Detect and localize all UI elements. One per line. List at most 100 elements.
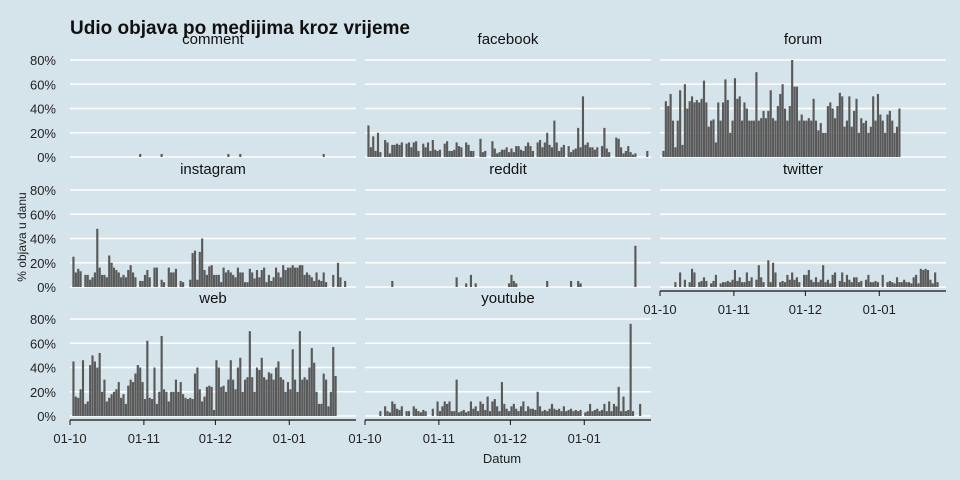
bar — [450, 411, 453, 416]
bar — [127, 270, 130, 287]
bar — [810, 120, 813, 158]
bar — [693, 272, 696, 287]
x-tick-label: 01-01 — [568, 431, 601, 446]
bar — [646, 150, 649, 157]
bar — [500, 382, 503, 416]
bar — [505, 147, 508, 157]
bar — [455, 379, 458, 417]
bar — [296, 391, 299, 416]
bar — [369, 147, 372, 157]
bar — [548, 408, 551, 416]
bar — [546, 280, 549, 287]
bar — [186, 399, 189, 416]
bar — [817, 282, 820, 287]
bar — [898, 108, 901, 157]
bar — [405, 411, 408, 416]
bar — [308, 274, 311, 288]
bar — [115, 270, 118, 287]
bar — [386, 411, 389, 416]
bar — [460, 147, 463, 157]
bar — [934, 272, 937, 287]
bar — [258, 277, 261, 287]
facet-label: comment — [182, 31, 245, 48]
bar — [591, 147, 594, 157]
bar — [917, 283, 920, 287]
bar — [384, 140, 387, 157]
bar — [584, 144, 587, 158]
bar — [936, 282, 939, 287]
bar — [407, 411, 411, 416]
bar — [719, 120, 722, 158]
bar — [301, 379, 304, 417]
bar — [850, 126, 853, 157]
bar — [879, 114, 882, 157]
bar — [120, 277, 123, 287]
bar — [317, 403, 321, 417]
bar — [91, 355, 94, 417]
y-tick-label: 20% — [30, 126, 56, 141]
bar — [455, 142, 458, 157]
bar — [748, 120, 751, 158]
bar — [767, 110, 770, 157]
bar — [581, 96, 585, 158]
bar — [569, 152, 573, 157]
bar — [227, 270, 230, 287]
bar — [160, 153, 163, 157]
bar — [508, 411, 511, 416]
facet-panel-facebook: facebook — [365, 31, 651, 158]
bar — [798, 282, 801, 287]
bar — [639, 403, 642, 417]
bar — [869, 126, 872, 157]
x-tick-label: 01-11 — [718, 302, 750, 317]
bar — [710, 120, 713, 158]
bar — [313, 362, 316, 416]
bar — [98, 352, 101, 416]
bar — [745, 272, 748, 287]
bar — [332, 346, 335, 416]
bar — [565, 411, 568, 416]
y-tick-label: 0% — [37, 409, 56, 424]
bar — [86, 401, 89, 416]
bar — [843, 126, 846, 157]
bar — [141, 280, 144, 287]
bar — [270, 280, 273, 287]
y-tick-label: 40% — [30, 102, 56, 117]
bar — [398, 144, 401, 158]
bar — [550, 403, 554, 417]
bar — [874, 120, 877, 158]
bar — [829, 102, 832, 157]
bar — [263, 377, 266, 416]
bar — [117, 272, 120, 287]
bar — [529, 146, 532, 157]
bar — [334, 375, 337, 416]
bar — [189, 279, 192, 287]
x-tick-label: 01-01 — [863, 302, 896, 317]
bar — [848, 96, 851, 158]
bar — [741, 120, 744, 158]
bar — [284, 270, 287, 287]
bar — [729, 132, 732, 157]
bar — [148, 277, 151, 287]
bar — [857, 282, 860, 287]
bar — [198, 389, 201, 416]
bar — [524, 146, 527, 157]
bar — [712, 119, 715, 157]
bar — [824, 132, 827, 157]
bar — [579, 409, 582, 416]
bar — [170, 391, 173, 416]
bar — [577, 411, 580, 416]
bar — [367, 125, 370, 157]
bar — [805, 274, 808, 288]
bar — [593, 409, 596, 416]
bar — [503, 403, 506, 417]
bar — [627, 409, 630, 416]
bar — [700, 98, 703, 157]
bar — [198, 251, 201, 287]
bar — [100, 274, 104, 288]
bar — [213, 274, 216, 288]
bar — [134, 373, 137, 416]
bar — [251, 377, 254, 416]
bar — [807, 118, 810, 157]
bar — [426, 142, 430, 157]
bar — [253, 391, 256, 416]
